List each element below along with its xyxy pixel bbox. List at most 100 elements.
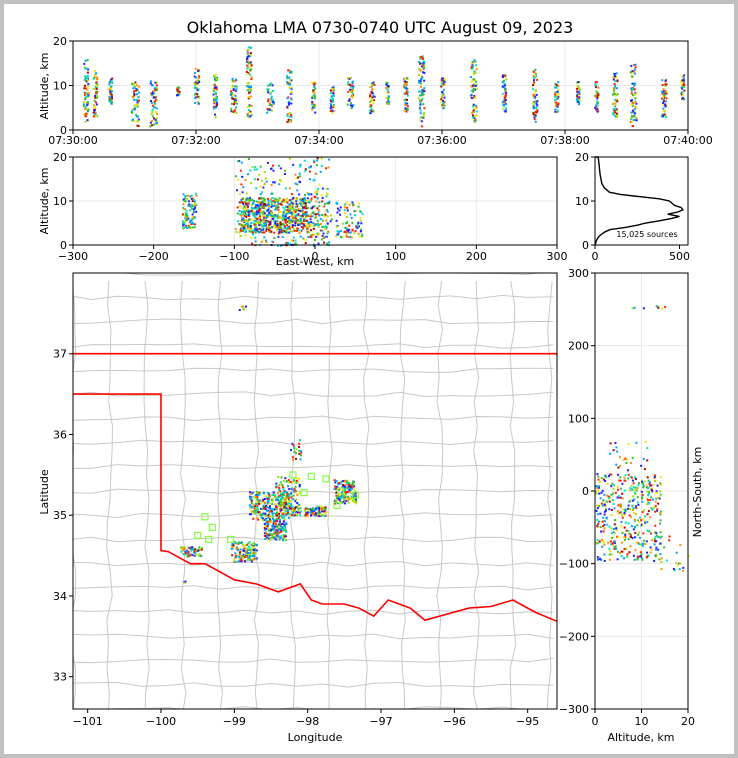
source-point — [600, 477, 603, 480]
source-point — [191, 200, 194, 203]
source-point — [473, 88, 476, 91]
source-point — [260, 201, 262, 204]
source-point — [194, 84, 197, 87]
source-point — [623, 489, 626, 492]
source-point — [344, 486, 347, 489]
source-point — [290, 512, 293, 515]
source-point — [176, 86, 179, 89]
source-point — [244, 231, 247, 234]
source-point — [303, 201, 306, 204]
source-point — [339, 206, 342, 209]
source-point — [95, 81, 98, 84]
source-point — [293, 201, 296, 204]
source-point — [596, 100, 599, 103]
source-point — [622, 536, 625, 539]
source-point — [614, 94, 617, 97]
source-point — [650, 507, 653, 510]
source-point — [235, 88, 238, 91]
source-point — [335, 480, 338, 482]
source-point — [616, 79, 619, 82]
source-point — [596, 92, 599, 95]
source-point — [283, 501, 286, 504]
source-point — [325, 187, 328, 190]
source-point — [423, 87, 426, 90]
source-point — [441, 92, 444, 95]
altitude-histogram-line — [594, 156, 685, 246]
source-point — [305, 207, 308, 210]
source-point — [616, 93, 619, 96]
source-point — [274, 522, 276, 525]
source-point — [176, 93, 179, 96]
source-point — [473, 70, 476, 73]
source-point — [350, 497, 353, 500]
source-point — [268, 495, 270, 498]
county-line — [73, 464, 554, 469]
source-point — [299, 218, 302, 221]
source-point — [340, 495, 343, 498]
y-tick-label: 33 — [53, 671, 67, 684]
source-point — [321, 229, 324, 232]
source-point — [297, 223, 299, 225]
source-point — [419, 82, 422, 85]
source-point — [301, 208, 304, 211]
source-point — [182, 206, 184, 209]
source-point — [82, 105, 85, 108]
source-point — [288, 227, 291, 230]
source-point — [295, 510, 298, 513]
source-point — [281, 526, 284, 529]
source-point — [601, 540, 604, 543]
source-point — [191, 205, 194, 208]
source-point — [239, 557, 242, 560]
source-point — [213, 84, 216, 87]
source-point — [594, 93, 597, 96]
source-point — [655, 534, 658, 537]
source-point — [286, 106, 289, 109]
source-point — [576, 95, 579, 98]
source-point — [184, 550, 187, 553]
source-point — [293, 479, 296, 482]
source-point — [624, 457, 627, 460]
source-point — [275, 482, 278, 485]
source-point — [292, 444, 295, 447]
source-point — [346, 229, 349, 232]
source-point — [629, 499, 632, 502]
source-point — [263, 203, 266, 205]
source-point — [613, 523, 616, 526]
source-point — [270, 226, 273, 229]
source-point — [277, 534, 280, 537]
source-point — [257, 205, 260, 208]
source-point — [502, 103, 505, 106]
source-point — [298, 452, 301, 455]
source-point — [614, 76, 617, 79]
source-point — [680, 86, 683, 89]
source-point — [293, 229, 296, 232]
source-point — [257, 518, 260, 521]
source-point — [286, 97, 289, 100]
source-point — [323, 510, 326, 513]
source-point — [614, 102, 617, 105]
source-point — [187, 204, 190, 207]
source-point — [619, 487, 622, 490]
source-point — [287, 118, 290, 121]
source-point — [262, 218, 265, 221]
source-point — [641, 524, 644, 527]
source-point — [635, 117, 638, 120]
source-point — [348, 489, 351, 492]
source-point — [624, 533, 627, 536]
source-point — [213, 97, 216, 100]
source-point — [330, 218, 333, 221]
source-point — [554, 82, 557, 85]
source-point — [149, 82, 152, 85]
source-point — [606, 523, 609, 526]
source-point — [633, 498, 636, 501]
source-point — [649, 499, 652, 501]
source-point — [347, 499, 350, 502]
source-point — [240, 214, 243, 217]
source-point — [290, 192, 293, 195]
source-point — [270, 82, 273, 85]
source-point — [641, 558, 644, 561]
source-point — [308, 222, 311, 225]
source-point — [351, 201, 354, 204]
source-point — [369, 101, 371, 103]
source-point — [664, 83, 667, 86]
